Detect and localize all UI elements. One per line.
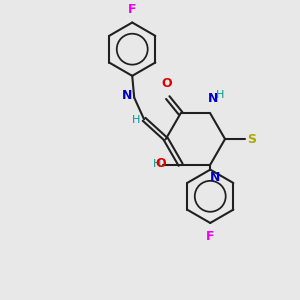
Text: F: F: [128, 3, 136, 16]
Text: N: N: [208, 92, 218, 104]
Text: F: F: [206, 230, 214, 243]
Text: H: H: [216, 90, 224, 100]
Text: H: H: [152, 159, 161, 169]
Text: N: N: [122, 89, 133, 102]
Text: H: H: [132, 115, 140, 125]
Text: O: O: [161, 77, 172, 90]
Text: O: O: [155, 157, 166, 170]
Text: S: S: [247, 133, 256, 146]
Text: N: N: [210, 171, 220, 184]
